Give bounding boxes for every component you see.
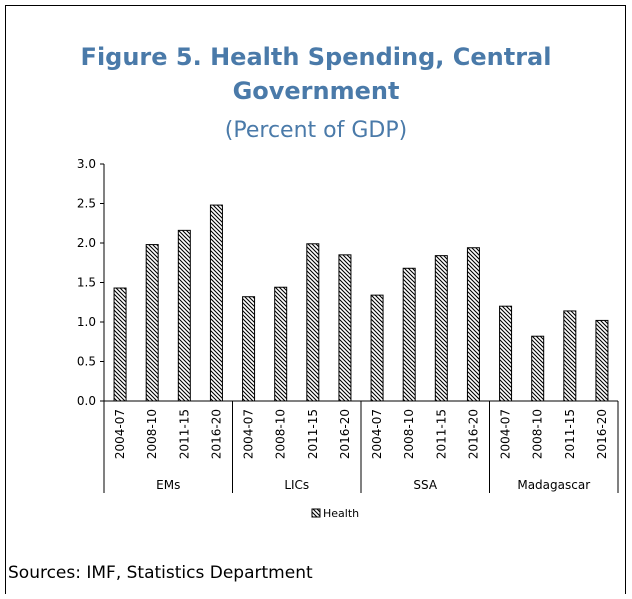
group-label: EMs — [156, 478, 180, 492]
bar-lics-2016-20 — [338, 254, 352, 402]
bar-ems-2011-15 — [177, 229, 191, 402]
y-tick-label: 1.5 — [77, 276, 96, 290]
x-tick-label: 2008-10 — [145, 409, 159, 459]
x-tick-label: 2004-07 — [499, 409, 513, 459]
x-tick-label: 2011-15 — [434, 409, 448, 459]
x-tick-label: 2011-15 — [563, 409, 577, 459]
legend-label: Health — [323, 507, 359, 520]
legend-swatch — [311, 508, 321, 518]
x-tick-label: 2016-20 — [595, 409, 609, 459]
bar-ssa-2008-10 — [402, 267, 416, 402]
group-label: Madagascar — [517, 478, 590, 492]
x-tick-label: 2016-20 — [466, 409, 480, 459]
y-tick-label: 2.5 — [77, 197, 96, 211]
x-tick-label: 2016-20 — [209, 409, 223, 459]
x-tick-label: 2004-07 — [242, 409, 256, 459]
y-tick-label: 3.0 — [77, 157, 96, 171]
bar-madagascar-2016-20 — [595, 319, 609, 402]
bar-madagascar-2011-15 — [563, 310, 577, 402]
group-label: LICs — [284, 478, 309, 492]
x-tick-label: 2011-15 — [306, 409, 320, 459]
bar-lics-2004-07 — [242, 296, 256, 402]
chart-title-line2: Government — [232, 77, 400, 105]
source-note: Sources: IMF, Statistics Department — [8, 563, 313, 583]
y-tick-label: 2.0 — [77, 236, 96, 250]
chart-subtitle: (Percent of GDP) — [224, 118, 408, 143]
x-tick-label: 2008-10 — [531, 409, 545, 459]
x-tick-label: 2004-07 — [370, 409, 384, 459]
x-tick-label: 2008-10 — [402, 409, 416, 459]
bar-madagascar-2008-10 — [531, 335, 545, 402]
chart-title-line1: Figure 5. Health Spending, Central — [80, 43, 552, 71]
y-tick-label: 1.0 — [77, 315, 96, 329]
group-label: SSA — [413, 478, 437, 492]
chart-title: Figure 5. Health Spending, Central Gover… — [0, 40, 632, 108]
bar-lics-2008-10 — [274, 286, 288, 402]
x-tick-label: 2008-10 — [274, 409, 288, 459]
x-tick-label: 2016-20 — [338, 409, 352, 459]
chart-frame — [5, 5, 626, 594]
bar-lics-2011-15 — [306, 243, 320, 402]
x-tick-label: 2011-15 — [177, 409, 191, 459]
bar-ems-2004-07 — [113, 287, 127, 402]
bar-ssa-2004-07 — [370, 294, 384, 402]
bar-ems-2008-10 — [145, 244, 159, 402]
bar-ssa-2016-20 — [466, 247, 480, 402]
y-tick-label: 0.5 — [77, 355, 96, 369]
bar-ems-2016-20 — [209, 204, 223, 402]
y-tick-label: 0.0 — [77, 394, 96, 408]
x-tick-label: 2004-07 — [113, 409, 127, 459]
bar-ssa-2011-15 — [434, 255, 448, 402]
bar-madagascar-2004-07 — [499, 305, 513, 402]
